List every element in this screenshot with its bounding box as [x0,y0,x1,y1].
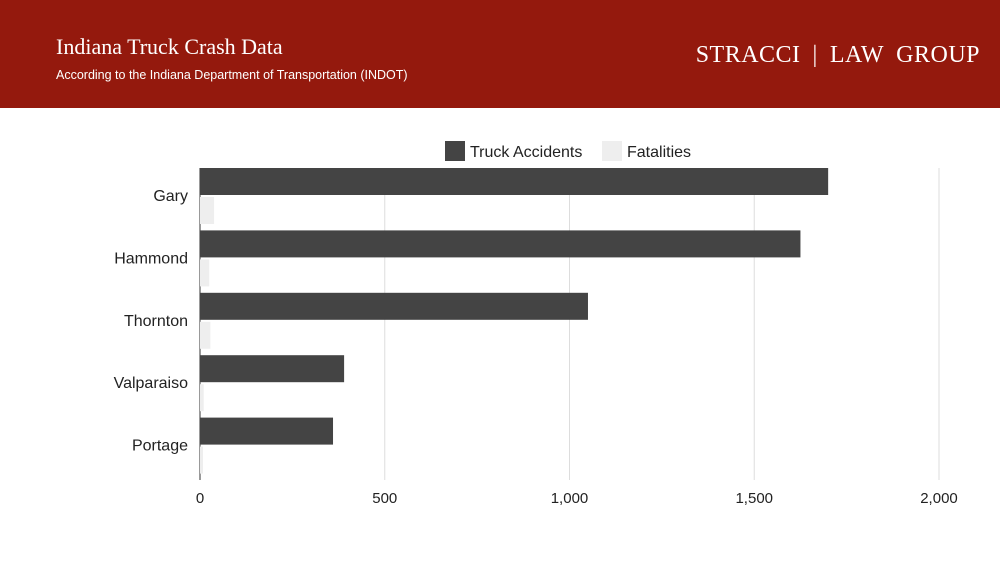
brand-name: STRACCI [695,42,801,68]
legend-swatch-fatalities [602,141,622,161]
bar-fatalities [200,446,203,474]
bar-fatalities [200,259,210,287]
page-subtitle: According to the Indiana Department of T… [56,68,408,82]
bar-fatalities [200,197,215,224]
category-label: Portage [132,438,188,455]
x-tick-label: 1,500 [735,490,773,507]
bar-truck-accidents [200,230,801,258]
header-banner: Indiana Truck Crash Data According to th… [0,0,1000,108]
legend-swatch-truck-accidents [445,141,465,161]
legend-label-truck-accidents: Truck Accidents [470,144,582,161]
brand-divider: | [812,42,818,68]
category-label: Gary [153,188,188,205]
bar-fatalities [200,321,211,349]
x-tick-label: 0 [196,490,204,507]
chart-area: 0 500 1,000 1,500 2,000 Gary Hammond Thornton Va… [0,108,1000,562]
bar-chart: 0 500 1,000 1,500 2,000 Gary Hammond Thornton Va… [114,141,958,507]
bar-fatalities [200,384,204,412]
legend-label-fatalities: Fatalities [627,144,691,161]
brand-logo: STRACCI | LAW GROUP [696,42,980,69]
x-tick-label: 500 [372,490,397,507]
x-tick-label: 2,000 [920,490,958,507]
category-label: Hammond [114,250,188,267]
bar-truck-accidents [200,417,334,445]
bar-truck-accidents [200,168,829,195]
bar-truck-accidents [200,355,345,383]
page-title: Indiana Truck Crash Data [56,34,283,59]
brand-suffix: LAW GROUP [829,42,980,68]
category-label: Valparaiso [114,375,189,392]
bar-truck-accidents [200,292,588,320]
x-tick-label: 1,000 [551,490,589,507]
category-label: Thornton [124,313,188,330]
